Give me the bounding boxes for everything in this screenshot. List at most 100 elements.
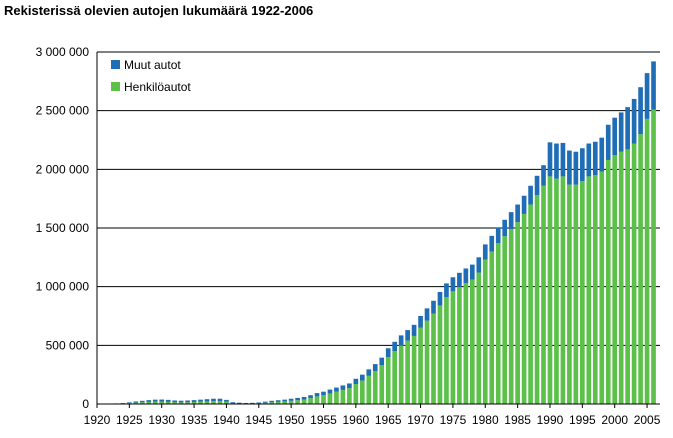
bar-muut-autot-1930	[159, 399, 165, 402]
bar-muut-autot-1978	[470, 264, 475, 280]
bar-muut-autot-1976	[457, 272, 462, 288]
bar-muut-autot-2000	[612, 117, 618, 156]
bar-muut-autot-1953	[308, 395, 313, 399]
bar-henkiloautot-1969	[411, 335, 417, 404]
bar-muut-autot-1972	[431, 300, 436, 314]
bar-henkiloautot-1978	[470, 279, 475, 404]
x-tick-label: 1945	[245, 413, 272, 427]
bar-muut-autot-1997	[592, 141, 598, 176]
bar-henkiloautot-2002	[625, 149, 630, 404]
bar-henkiloautot-1935	[191, 402, 197, 404]
bar-muut-autot-2005	[644, 73, 650, 119]
bar-muut-autot-1949	[282, 399, 287, 402]
bar-henkiloautot-1960	[353, 384, 359, 404]
bar-muut-autot-1939	[217, 398, 223, 402]
bar-henkiloautot-1927	[139, 402, 145, 404]
x-tick-label: 2000	[601, 413, 628, 427]
bar-henkiloautot-1940	[224, 401, 229, 404]
bar-henkiloautot-1950	[288, 400, 294, 404]
bar-muut-autot-1942	[237, 402, 242, 404]
bar-henkiloautot-1970	[418, 327, 423, 404]
bar-muut-autot-1963	[372, 364, 378, 372]
bar-henkiloautot-1966	[392, 351, 398, 404]
bar-muut-autot-1938	[211, 398, 216, 402]
x-tick-label: 1940	[213, 413, 240, 427]
bar-muut-autot-1992	[560, 142, 566, 177]
bar-henkiloautot-1979	[476, 272, 482, 404]
bar-muut-autot-1994	[573, 151, 579, 185]
x-tick-label: 1985	[504, 413, 531, 427]
bar-henkiloautot-1948	[275, 401, 281, 404]
bar-muut-autot-1962	[366, 369, 372, 376]
bar-henkiloautot-1992	[560, 176, 566, 404]
bar-henkiloautot-1958	[340, 389, 346, 404]
bar-muut-autot-1954	[314, 393, 320, 397]
bar-henkiloautot-1965	[385, 357, 391, 404]
bar-muut-autot-1944	[249, 402, 255, 404]
gridlines	[97, 51, 660, 346]
legend-swatch	[111, 82, 120, 91]
bar-muut-autot-1998	[599, 137, 605, 172]
bar-henkiloautot-1933	[178, 402, 184, 404]
bar-muut-autot-1967	[398, 335, 404, 346]
bar-henkiloautot-1932	[172, 402, 177, 404]
bar-henkiloautot-1929	[152, 401, 158, 404]
bar-muut-autot-1933	[178, 400, 184, 403]
bar-muut-autot-1947	[269, 400, 275, 403]
y-tick-label: 2 500 000	[36, 104, 90, 118]
x-tick-label: 1990	[537, 413, 564, 427]
bar-henkiloautot-1975	[450, 291, 456, 404]
bar-muut-autot-1974	[444, 283, 449, 298]
y-tick-label: 1 000 000	[36, 280, 90, 294]
bar-henkiloautot-1988	[534, 195, 540, 404]
bar-muut-autot-1970	[418, 316, 423, 328]
bar-henkiloautot-1985	[515, 222, 520, 404]
bar-henkiloautot-1928	[146, 401, 152, 404]
bar-muut-autot-1975	[450, 277, 456, 292]
bar-muut-autot-1948	[275, 400, 281, 402]
legend-swatch	[111, 60, 120, 69]
bar-henkiloautot-1957	[334, 391, 339, 404]
bar-muut-autot-1925	[127, 402, 132, 404]
bar-muut-autot-2004	[638, 87, 643, 135]
bar-henkiloautot-1974	[444, 297, 449, 404]
bar-muut-autot-1951	[295, 397, 300, 401]
bar-henkiloautot-1938	[211, 401, 216, 404]
bar-muut-autot-1952	[301, 396, 307, 400]
x-tick-label: 1930	[148, 413, 175, 427]
bar-henkiloautot-1963	[372, 371, 378, 404]
bar-muut-autot-1959	[347, 383, 352, 389]
bar-muut-autot-2006	[651, 61, 656, 110]
bar-henkiloautot-1961	[359, 380, 365, 404]
bar-henkiloautot-1936	[198, 401, 203, 404]
bar-henkiloautot-1990	[547, 176, 553, 404]
bar-henkiloautot-1980	[482, 259, 488, 404]
bar-henkiloautot-1982	[495, 243, 501, 404]
bar-muut-autot-1982	[495, 227, 501, 244]
bar-henkiloautot-1991	[554, 178, 559, 404]
bar-muut-autot-1936	[198, 399, 203, 402]
bar-muut-autot-1958	[340, 385, 346, 390]
bar-henkiloautot-1946	[262, 402, 268, 404]
bar-muut-autot-1980	[482, 244, 488, 260]
bar-muut-autot-1964	[379, 357, 385, 366]
bar-henkiloautot-1986	[521, 213, 527, 404]
x-tick-label: 1975	[440, 413, 467, 427]
bar-henkiloautot-2000	[612, 155, 618, 404]
x-tick-label: 1970	[407, 413, 434, 427]
bar-henkiloautot-1989	[541, 185, 546, 404]
bar-muut-autot-1984	[508, 212, 514, 230]
bar-henkiloautot-1995	[580, 181, 585, 404]
x-tick-label: 1980	[472, 413, 499, 427]
bar-henkiloautot-1930	[159, 401, 165, 404]
bar-muut-autot-1926	[133, 401, 139, 403]
bar-henkiloautot-1971	[424, 320, 430, 404]
y-tick-label: 500 000	[46, 338, 90, 352]
x-tick-label: 1935	[181, 413, 208, 427]
bar-muut-autot-1961	[359, 374, 365, 381]
bar-muut-autot-1996	[586, 143, 592, 177]
legend-label: Muut autot	[124, 58, 181, 72]
bar-henkiloautot-1949	[282, 401, 287, 404]
bar-muut-autot-1946	[262, 401, 268, 403]
